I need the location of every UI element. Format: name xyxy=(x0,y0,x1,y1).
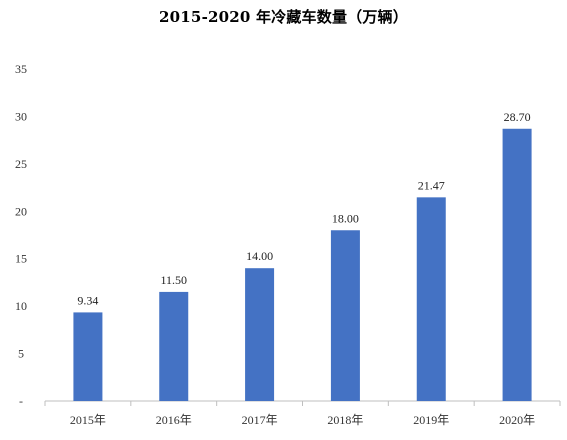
data-label: 11.50 xyxy=(160,273,187,287)
bar xyxy=(502,128,532,401)
bar xyxy=(245,268,275,401)
bar xyxy=(416,197,446,401)
bar xyxy=(330,230,360,401)
x-tick-label: 2016年 xyxy=(156,413,192,427)
y-axis-tick-labels: - 5 10 15 20 25 30 35 xyxy=(15,62,27,408)
x-tick-label: 2015年 xyxy=(70,413,106,427)
y-tick-label: 30 xyxy=(15,109,27,123)
data-label: 14.00 xyxy=(246,249,273,263)
y-tick-label: 20 xyxy=(15,204,27,218)
y-tick-label: 15 xyxy=(15,252,27,266)
x-axis-tick-labels: 2015年 2016年 2017年 2018年 2019年 2020年 xyxy=(70,413,535,427)
data-label: 9.34 xyxy=(77,293,98,307)
data-labels: 9.34 11.50 14.00 18.00 21.47 28.70 xyxy=(77,110,530,308)
x-axis-tick-marks xyxy=(44,401,561,406)
y-tick-label: 35 xyxy=(15,62,27,76)
bars xyxy=(73,128,532,401)
data-label: 28.70 xyxy=(504,110,531,124)
y-tick-label: 25 xyxy=(15,157,27,171)
y-tick-label: 5 xyxy=(18,347,24,361)
data-label: 21.47 xyxy=(418,178,445,192)
x-tick-label: 2020年 xyxy=(499,413,535,427)
x-tick-label: 2019年 xyxy=(413,413,449,427)
x-tick-label: 2018年 xyxy=(327,413,363,427)
y-tick-label: 10 xyxy=(15,299,27,313)
bar xyxy=(73,312,103,401)
bar xyxy=(159,291,189,401)
y-tick-label: - xyxy=(19,394,23,408)
chart-title: 2015-2020 年冷藏车数量（万辆） xyxy=(159,8,408,26)
data-label: 18.00 xyxy=(332,211,359,225)
x-tick-label: 2017年 xyxy=(242,413,278,427)
